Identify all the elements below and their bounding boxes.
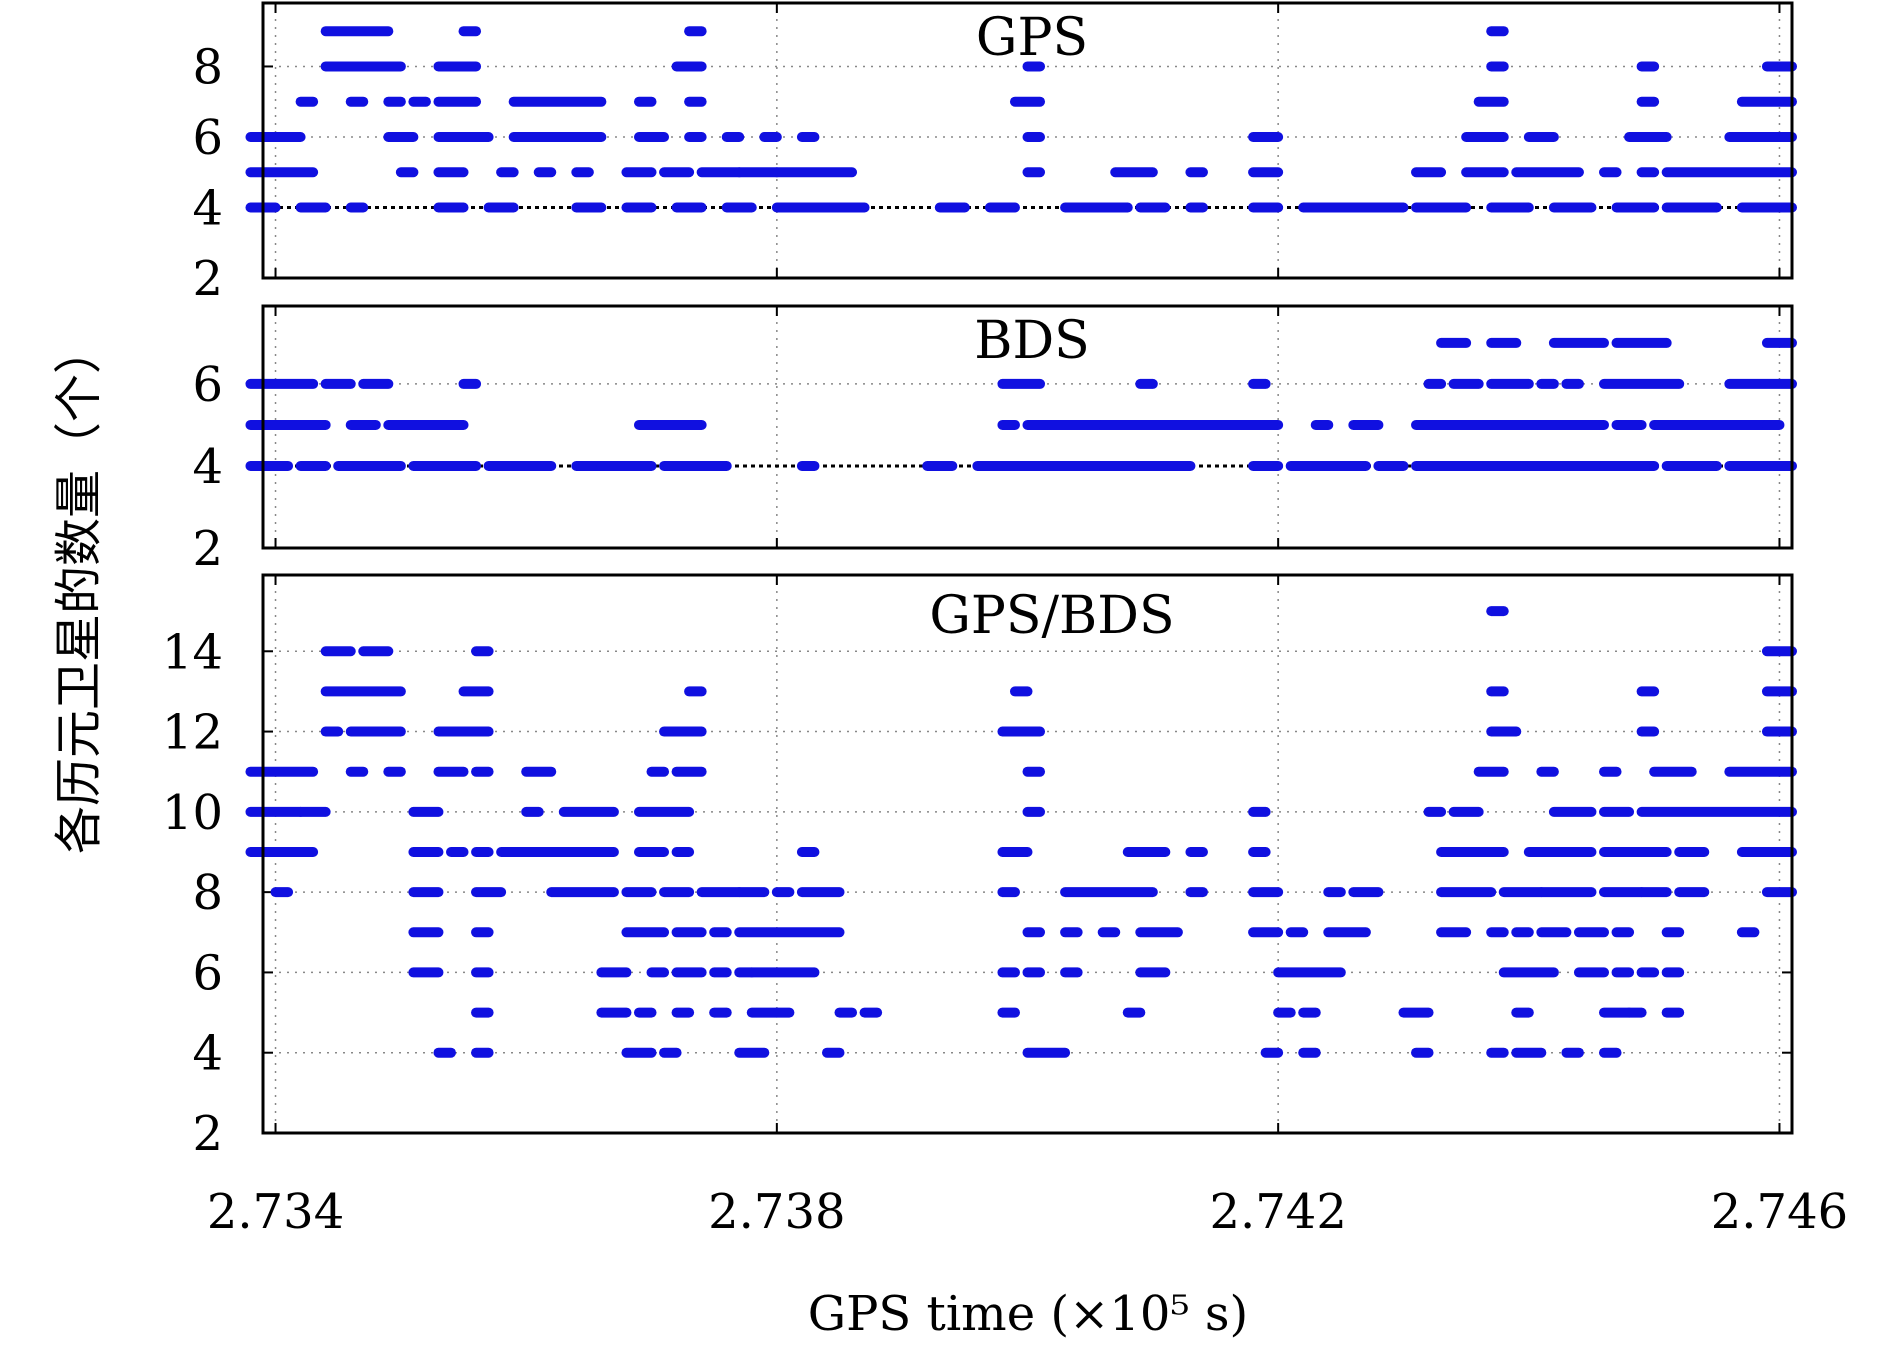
y-tick-label: 6 — [192, 945, 223, 1001]
x-tick-label: 2.738 — [708, 1184, 845, 1240]
y-axis-label: 各历元卫星的数量（个） — [51, 326, 107, 854]
y-tick-label: 4 — [192, 180, 223, 236]
y-tick-label: 14 — [162, 624, 223, 680]
x-tick-label: 2.746 — [1711, 1184, 1848, 1240]
y-tick-label: 4 — [192, 1026, 223, 1082]
y-tick-label: 10 — [162, 785, 223, 841]
panel-frame — [261, 1, 1794, 280]
panel-frame — [261, 304, 1794, 550]
y-tick-label: 12 — [162, 705, 223, 761]
y-tick-label: 2 — [192, 521, 223, 577]
x-tick-label: 2.734 — [207, 1184, 344, 1240]
panel-1: 2 4 6 BDS — [192, 304, 1797, 577]
panel-title: BDS — [974, 311, 1090, 371]
plot-root: 2 4 6 8 GPS 2 4 6 BDS 2 4 6 8 10 12 14 GPS/BDS 2.734 2.738… — [51, 1, 1848, 1342]
x-axis-label: GPS time (×10⁵ s) — [808, 1286, 1248, 1342]
y-tick-label: 6 — [192, 110, 223, 166]
panel-0: 2 4 6 8 GPS — [192, 1, 1797, 307]
y-tick-label: 6 — [192, 357, 223, 413]
y-tick-label: 4 — [192, 439, 223, 495]
y-tick-label: 2 — [192, 251, 223, 307]
panel-title: GPS — [976, 8, 1088, 68]
y-tick-label: 2 — [192, 1106, 223, 1162]
panel-title: GPS/BDS — [929, 586, 1174, 646]
panel-frame — [261, 573, 1794, 1135]
y-tick-label: 8 — [192, 865, 223, 921]
y-tick-label: 8 — [192, 39, 223, 95]
panel-2: 2 4 6 8 10 12 14 GPS/BDS — [162, 573, 1797, 1162]
x-tick-label: 2.742 — [1209, 1184, 1346, 1240]
